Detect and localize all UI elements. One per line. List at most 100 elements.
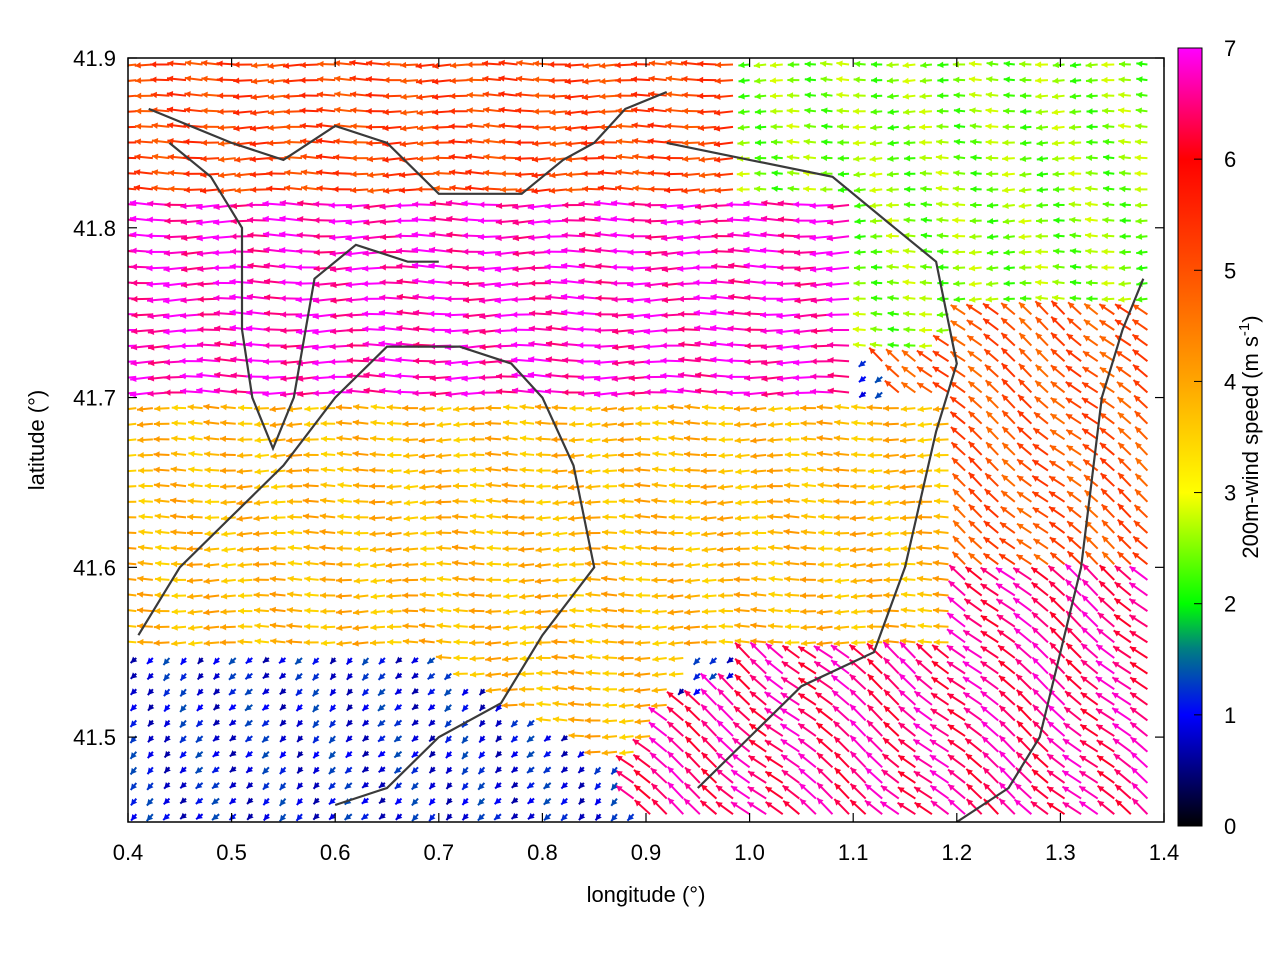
wind-vector <box>902 108 916 116</box>
wind-vector <box>154 607 170 615</box>
wind-vector <box>651 481 667 489</box>
wind-vector <box>864 783 883 800</box>
wind-vector <box>1114 564 1132 581</box>
wind-vector <box>166 75 187 83</box>
wind-vector <box>866 546 883 553</box>
wind-vector <box>648 60 667 67</box>
wind-vector <box>866 704 883 722</box>
wind-vector <box>933 528 949 536</box>
wind-vector <box>668 498 684 505</box>
wind-vector <box>915 529 932 536</box>
wind-vector <box>312 328 336 336</box>
wind-vector <box>345 719 354 727</box>
wind-vector <box>1016 458 1033 472</box>
wind-vector <box>1017 410 1033 425</box>
wind-vector <box>647 138 667 145</box>
wind-vector <box>754 170 767 177</box>
wind-vector <box>903 326 916 333</box>
colorbar-tick-label: 6 <box>1224 147 1236 172</box>
wind-vector <box>820 91 833 99</box>
wind-vector <box>129 782 138 791</box>
wind-vector <box>1014 658 1033 675</box>
wind-vector <box>502 655 518 663</box>
wind-vector <box>601 591 618 598</box>
wind-vector <box>201 123 220 130</box>
wind-vector <box>548 93 568 100</box>
wind-vector <box>134 123 153 130</box>
wind-vector <box>786 154 800 161</box>
wind-vector <box>900 405 916 413</box>
wind-vector <box>1049 626 1066 644</box>
wind-vector <box>535 546 551 553</box>
wind-vector <box>761 391 783 398</box>
wind-vector <box>303 528 319 536</box>
wind-vector <box>948 564 966 581</box>
wind-vector <box>746 801 767 816</box>
wind-vector <box>780 753 800 769</box>
wind-vector <box>237 436 253 443</box>
wind-vector <box>953 138 966 146</box>
wind-vector <box>1085 77 1098 84</box>
wind-vector <box>436 622 452 629</box>
wind-vector <box>962 645 983 659</box>
wind-vector <box>400 125 419 132</box>
wind-vector <box>403 452 419 459</box>
wind-vector <box>833 640 850 647</box>
wind-vector <box>561 232 584 239</box>
wind-vector <box>734 530 750 537</box>
wind-vector <box>800 608 816 615</box>
wind-vector <box>1113 597 1132 612</box>
colorbar-gradient <box>1177 47 1203 827</box>
wind-vector <box>986 170 999 178</box>
wind-vector <box>898 705 917 722</box>
wind-vector <box>1066 535 1082 550</box>
wind-vector <box>711 248 734 255</box>
wind-vector <box>1134 410 1149 425</box>
wind-vector <box>786 92 800 99</box>
wind-vector <box>868 347 883 362</box>
wind-vector <box>594 343 618 350</box>
wind-vector <box>700 703 718 722</box>
wind-vector <box>197 657 205 665</box>
wind-vector <box>477 249 502 257</box>
wind-vector <box>667 624 684 632</box>
wind-vector <box>800 560 816 567</box>
wind-vector <box>586 638 601 645</box>
wind-vector <box>645 218 667 225</box>
wind-vector <box>701 562 717 569</box>
wind-vector <box>797 707 817 722</box>
wind-vector <box>511 326 535 333</box>
wind-vector <box>335 577 352 584</box>
wind-vector <box>212 672 221 681</box>
x-tick-label: 1.1 <box>838 840 869 865</box>
wind-vector <box>854 202 866 209</box>
wind-vector <box>411 672 419 680</box>
wind-vector <box>902 310 916 318</box>
wind-vector <box>567 484 584 491</box>
wind-vector <box>1069 232 1082 239</box>
wind-vector <box>684 608 700 616</box>
wind-vector <box>411 735 419 743</box>
wind-vector <box>660 357 684 364</box>
wind-vector <box>250 109 270 117</box>
wind-vector <box>512 219 535 226</box>
wind-vector <box>663 186 684 194</box>
wind-vector <box>312 297 336 304</box>
wind-vector <box>602 686 618 693</box>
wind-vector <box>535 530 551 538</box>
wind-vector <box>510 719 519 728</box>
wind-vector <box>378 781 386 789</box>
wind-vector <box>833 498 850 505</box>
wind-vector <box>146 766 154 775</box>
wind-vector <box>204 514 220 521</box>
wind-vector <box>1049 611 1066 628</box>
wind-vector <box>1003 295 1015 303</box>
wind-vector <box>428 719 436 727</box>
wind-vector <box>883 689 900 706</box>
wind-vector <box>1052 155 1065 162</box>
wind-vector <box>419 499 435 506</box>
wind-vector <box>569 561 584 568</box>
wind-vector <box>511 356 535 364</box>
wind-vector <box>461 782 469 791</box>
wind-vector <box>1118 107 1131 114</box>
